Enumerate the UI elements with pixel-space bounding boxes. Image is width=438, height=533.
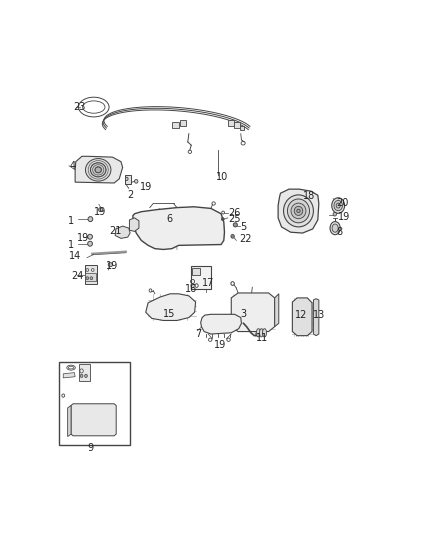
Ellipse shape — [287, 199, 310, 223]
Polygon shape — [130, 218, 139, 231]
Text: 19: 19 — [94, 207, 106, 217]
Text: 9: 9 — [87, 443, 93, 453]
Bar — [228, 120, 234, 126]
Text: 19: 19 — [214, 340, 226, 350]
Polygon shape — [133, 207, 224, 249]
Text: 6: 6 — [167, 214, 173, 224]
Text: 20: 20 — [336, 198, 349, 208]
Ellipse shape — [134, 180, 138, 183]
Bar — [125, 175, 131, 184]
Ellipse shape — [330, 222, 340, 235]
Polygon shape — [67, 406, 71, 437]
Text: 17: 17 — [202, 278, 215, 288]
Text: 11: 11 — [256, 333, 268, 343]
Ellipse shape — [85, 158, 111, 181]
Text: 8: 8 — [336, 227, 343, 237]
Text: 10: 10 — [216, 172, 228, 182]
Polygon shape — [146, 294, 196, 320]
Text: 1: 1 — [68, 216, 74, 226]
Ellipse shape — [332, 198, 345, 213]
Bar — [240, 126, 244, 131]
Text: 19: 19 — [338, 212, 350, 222]
Polygon shape — [63, 373, 75, 378]
Ellipse shape — [332, 224, 338, 232]
Polygon shape — [71, 404, 116, 436]
Text: 19: 19 — [77, 233, 89, 244]
Ellipse shape — [108, 263, 113, 266]
Ellipse shape — [233, 223, 237, 227]
Ellipse shape — [283, 195, 314, 227]
Ellipse shape — [88, 241, 92, 246]
Ellipse shape — [99, 207, 102, 212]
Ellipse shape — [90, 163, 106, 177]
Ellipse shape — [297, 209, 300, 213]
Ellipse shape — [259, 329, 264, 337]
Text: 19: 19 — [106, 261, 118, 271]
Bar — [59, 362, 130, 445]
Text: 7: 7 — [195, 329, 201, 339]
Text: 24: 24 — [71, 271, 83, 281]
Text: 1: 1 — [68, 240, 74, 251]
Text: 3: 3 — [241, 309, 247, 319]
Polygon shape — [201, 314, 241, 334]
Polygon shape — [275, 294, 279, 327]
Ellipse shape — [88, 235, 92, 239]
Polygon shape — [75, 156, 123, 183]
Text: 13: 13 — [314, 310, 326, 320]
Polygon shape — [231, 293, 275, 332]
Text: 23: 23 — [74, 102, 86, 112]
Ellipse shape — [291, 203, 306, 219]
Text: 12: 12 — [295, 310, 307, 320]
Polygon shape — [278, 189, 319, 233]
Ellipse shape — [90, 277, 93, 280]
Polygon shape — [115, 226, 130, 238]
Ellipse shape — [95, 167, 101, 173]
Ellipse shape — [86, 277, 88, 280]
Ellipse shape — [85, 374, 87, 377]
Ellipse shape — [294, 206, 303, 215]
Ellipse shape — [256, 329, 261, 337]
Text: 26: 26 — [228, 207, 240, 217]
Text: 5: 5 — [240, 222, 246, 232]
Ellipse shape — [125, 177, 128, 181]
Ellipse shape — [334, 200, 343, 211]
Bar — [85, 273, 96, 281]
Bar — [192, 268, 200, 275]
Text: 4: 4 — [70, 161, 76, 171]
Polygon shape — [293, 298, 312, 336]
Ellipse shape — [262, 329, 267, 337]
Bar — [234, 122, 240, 127]
Text: 14: 14 — [69, 251, 81, 261]
Bar — [172, 122, 179, 127]
Text: 2: 2 — [128, 190, 134, 200]
Ellipse shape — [80, 374, 83, 377]
Bar — [191, 266, 211, 289]
Ellipse shape — [333, 212, 336, 216]
Text: 15: 15 — [163, 309, 176, 319]
Text: 22: 22 — [239, 234, 251, 244]
Ellipse shape — [222, 217, 224, 221]
Text: 16: 16 — [185, 284, 198, 294]
Ellipse shape — [231, 235, 234, 238]
Text: 19: 19 — [140, 182, 152, 192]
Ellipse shape — [88, 216, 93, 222]
Bar — [85, 265, 97, 284]
Bar — [79, 365, 90, 381]
Text: 25: 25 — [228, 214, 240, 224]
Text: 18: 18 — [303, 191, 315, 201]
Polygon shape — [314, 298, 319, 336]
Text: 21: 21 — [109, 227, 121, 237]
Bar — [180, 120, 187, 126]
